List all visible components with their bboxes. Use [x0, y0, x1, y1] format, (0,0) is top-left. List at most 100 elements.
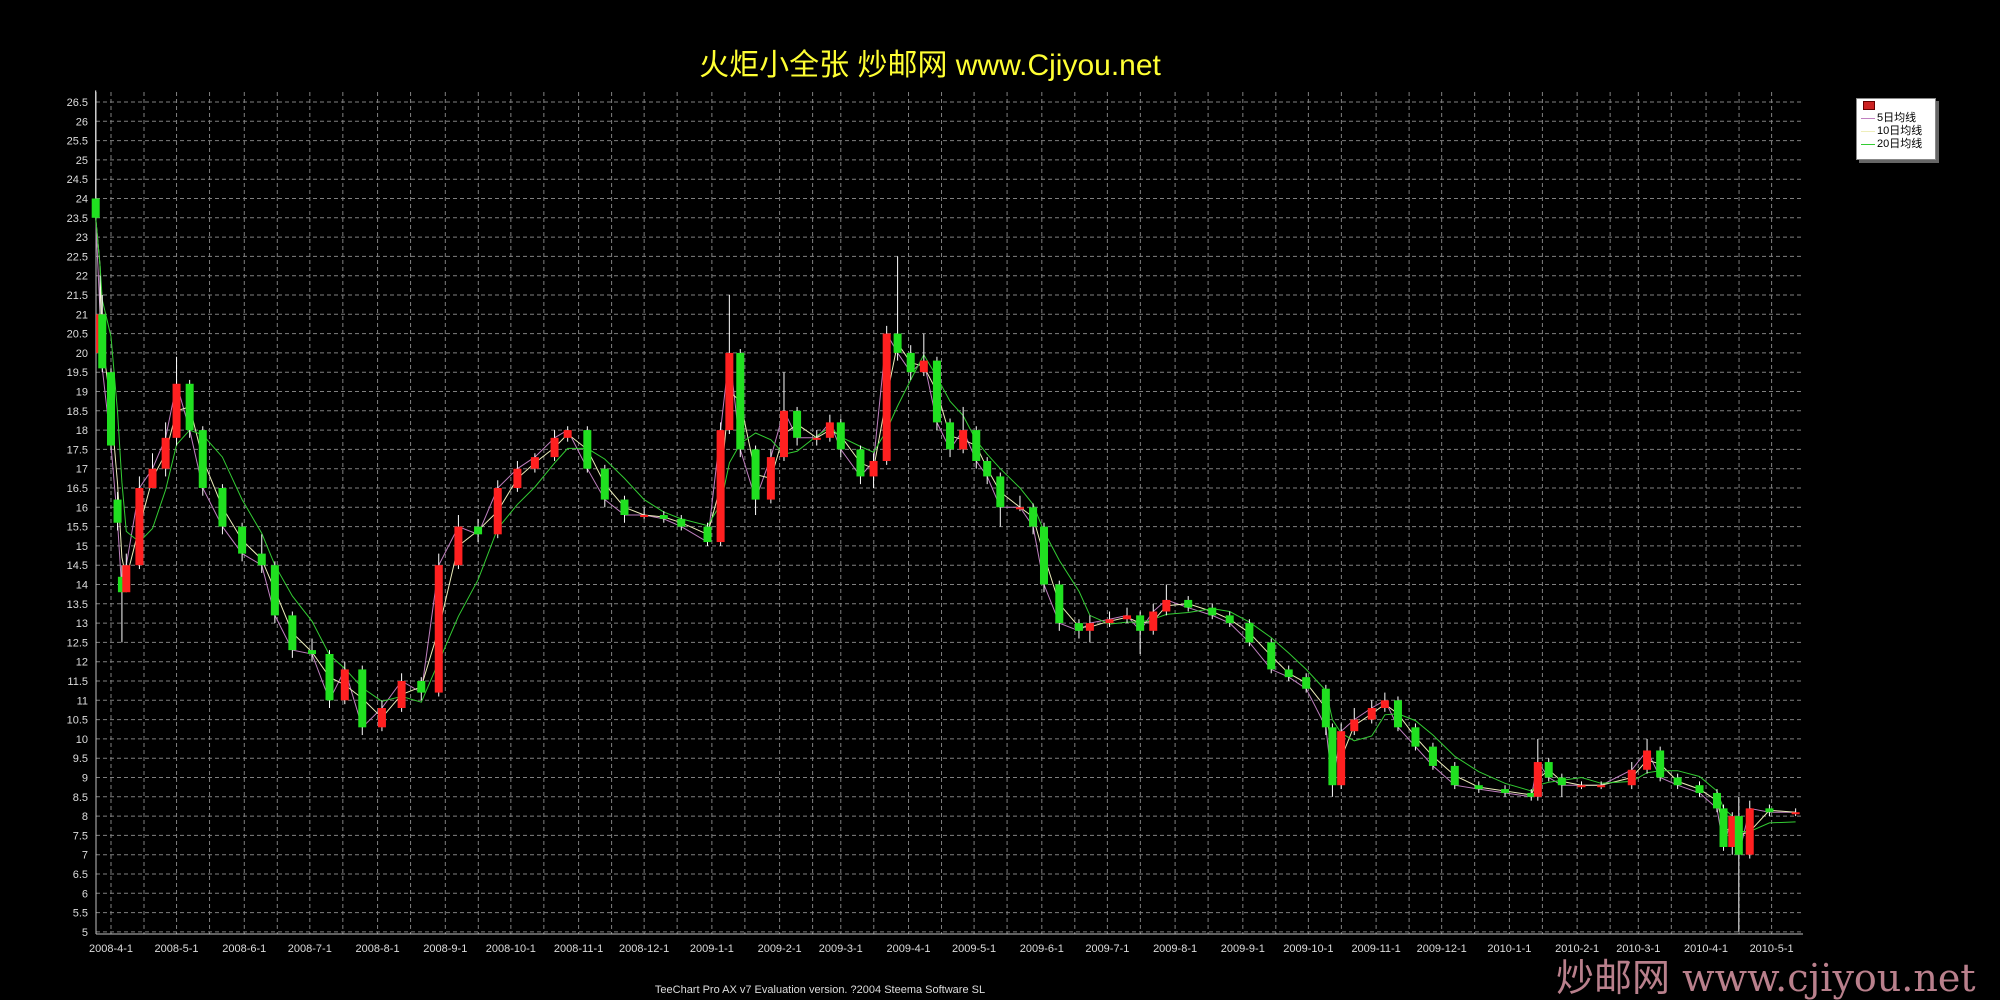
- y-tick-label: 16: [76, 502, 88, 514]
- candle-down: [1411, 727, 1420, 747]
- y-tick-label: 5.5: [73, 908, 88, 920]
- y-tick-label: 17.5: [67, 444, 88, 456]
- candle-down: [1544, 762, 1553, 778]
- candle-down: [972, 430, 981, 461]
- y-tick-label: 9.5: [73, 753, 88, 765]
- y-tick-label: 16.5: [67, 483, 88, 495]
- candle-down: [1734, 816, 1743, 855]
- candle-down: [270, 565, 279, 616]
- legend-item-candle: [1857, 99, 1935, 112]
- candle-up: [1015, 507, 1024, 510]
- candle-up: [513, 468, 522, 488]
- candle-down: [946, 422, 955, 450]
- candle-up: [766, 457, 775, 500]
- candle-up: [1728, 816, 1737, 847]
- y-tick-label: 22: [76, 271, 88, 283]
- candle-up: [825, 422, 834, 438]
- candle-up: [1123, 615, 1132, 620]
- y-tick-label: 24: [76, 194, 88, 206]
- x-tick-label: 2008-8-1: [356, 943, 400, 955]
- candle-down: [620, 499, 629, 516]
- y-tick-label: 15: [76, 541, 88, 553]
- y-tick-label: 11.5: [67, 676, 88, 688]
- candle-down: [1719, 808, 1728, 847]
- candle-icon: [1863, 101, 1875, 110]
- candle-down: [113, 499, 122, 523]
- candle-down: [836, 422, 845, 450]
- candle-up: [1162, 599, 1171, 612]
- x-tick-label: 2009-5-1: [952, 943, 996, 955]
- candle-down: [1302, 677, 1311, 689]
- x-tick-label: 2008-5-1: [155, 943, 199, 955]
- candle-up: [454, 526, 463, 566]
- x-tick-label: 2010-3-1: [1616, 943, 1660, 955]
- ma5-line: [95, 217, 1796, 855]
- candle-up: [148, 468, 157, 488]
- candle-down: [198, 430, 207, 488]
- candle-down: [358, 669, 367, 728]
- x-tick-label: 2009-3-1: [819, 943, 863, 955]
- y-tick-label: 8.5: [73, 792, 88, 804]
- candle-down: [1527, 792, 1536, 797]
- x-tick-label: 2009-9-1: [1221, 943, 1265, 955]
- candle-up: [434, 565, 443, 693]
- candle-down: [996, 476, 1005, 508]
- legend: 5日均线 10日均线 20日均线: [1856, 98, 1936, 160]
- y-tick-label: 10: [76, 734, 88, 746]
- y-tick-label: 11: [77, 695, 88, 707]
- candle-down: [1393, 700, 1402, 728]
- candle-down: [1712, 792, 1721, 809]
- candle-up: [377, 708, 386, 728]
- candle-down: [1557, 777, 1566, 786]
- y-tick-label: 13: [76, 618, 88, 630]
- x-tick-label: 2010-2-1: [1555, 943, 1599, 955]
- legend-label: 20日均线: [1877, 138, 1923, 150]
- candle-down: [1284, 669, 1293, 678]
- x-tick-label: 2009-2-1: [758, 943, 802, 955]
- candle-down: [1673, 777, 1682, 786]
- candle-up: [122, 565, 131, 593]
- x-tick-label: 2010-4-1: [1684, 943, 1728, 955]
- candle-down: [1765, 808, 1774, 813]
- candle-up: [493, 488, 502, 535]
- y-tick-label: 20.5: [67, 329, 88, 341]
- y-tick-label: 18.5: [67, 406, 88, 418]
- candle-down: [1245, 623, 1254, 643]
- candle-up: [1350, 719, 1359, 732]
- candle-down: [257, 553, 266, 566]
- candle-down: [1029, 507, 1038, 527]
- y-tick-label: 21: [76, 309, 88, 321]
- x-tick-label: 2008-12-1: [619, 943, 669, 955]
- line-swatch-icon: [1861, 144, 1875, 145]
- y-tick-label: 14.5: [67, 560, 88, 572]
- legend-item-ma20: 20日均线: [1857, 138, 1935, 151]
- candle-up: [919, 360, 928, 373]
- y-tick-label: 26.5: [67, 97, 88, 109]
- candle-up: [1085, 623, 1094, 631]
- x-tick-label: 2010-5-1: [1750, 943, 1794, 955]
- candle-down: [474, 526, 483, 535]
- y-tick-label: 5: [82, 927, 88, 939]
- x-tick-label: 2008-9-1: [423, 943, 467, 955]
- candle-down: [736, 352, 745, 450]
- watermark: 炒邮网 www.cjiyou.net: [1556, 956, 1976, 1000]
- candle-down: [1474, 785, 1483, 790]
- y-tick-label: 6.5: [73, 869, 88, 881]
- y-tick-label: 25: [76, 155, 88, 167]
- y-tick-label: 14: [76, 580, 88, 592]
- legend-item-ma10: 10日均线: [1857, 125, 1935, 138]
- x-tick-label: 2008-10-1: [486, 943, 536, 955]
- ma20-line: [95, 217, 1796, 832]
- candle-up: [869, 460, 878, 477]
- candle-down: [893, 333, 902, 353]
- x-tick-label: 2008-7-1: [288, 943, 332, 955]
- y-tick-label: 8: [82, 811, 88, 823]
- y-tick-label: 23.5: [67, 213, 88, 225]
- candle-down: [793, 410, 802, 438]
- x-tick-label: 2009-12-1: [1417, 943, 1467, 955]
- candle-down: [1450, 765, 1459, 786]
- candle-up: [1105, 619, 1114, 624]
- x-tick-label: 2009-1-1: [690, 943, 734, 955]
- candle-up: [530, 457, 539, 469]
